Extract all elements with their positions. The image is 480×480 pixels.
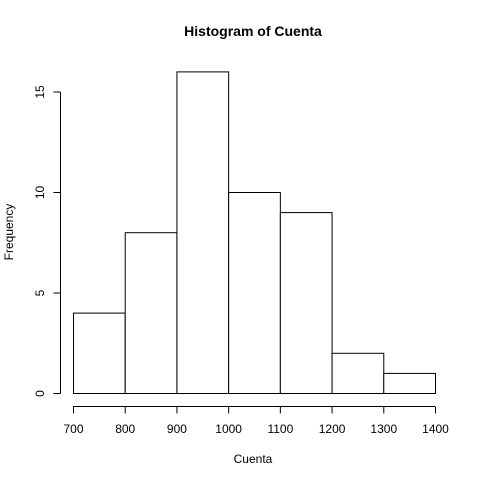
histogram-bar-6 (383, 372, 436, 394)
histogram-bar-5 (331, 352, 385, 394)
y-tick-label-0: 0 (33, 390, 47, 397)
x-axis: 700 800 900 1000 1100 1200 1300 1400 (63, 406, 449, 436)
y-axis: 0 5 10 15 (33, 85, 61, 397)
histogram-bar-2 (176, 71, 230, 395)
bars-group (73, 71, 436, 395)
y-tick-label-1: 5 (33, 289, 47, 296)
y-axis-label: Frequency (2, 204, 16, 261)
x-axis-label: Cuenta (234, 452, 273, 466)
x-tick-label-4: 1100 (267, 422, 293, 436)
x-tick-label-3: 1000 (215, 422, 242, 436)
x-tick-label-1: 800 (115, 422, 135, 436)
x-tick-label-0: 700 (63, 422, 83, 436)
x-tick-label-2: 900 (167, 422, 187, 436)
histogram-bar-0 (73, 312, 126, 395)
histogram-bar-1 (124, 232, 178, 394)
y-tick-label-2: 10 (33, 186, 47, 200)
x-tick-label-7: 1400 (422, 422, 449, 436)
histogram-bar-4 (279, 212, 333, 394)
x-tick-label-6: 1300 (370, 422, 397, 436)
x-tick-label-5: 1200 (319, 422, 346, 436)
histogram-bar-3 (228, 192, 281, 394)
chart-title: Histogram of Cuenta (184, 23, 322, 39)
y-tick-label-3: 15 (33, 85, 47, 99)
